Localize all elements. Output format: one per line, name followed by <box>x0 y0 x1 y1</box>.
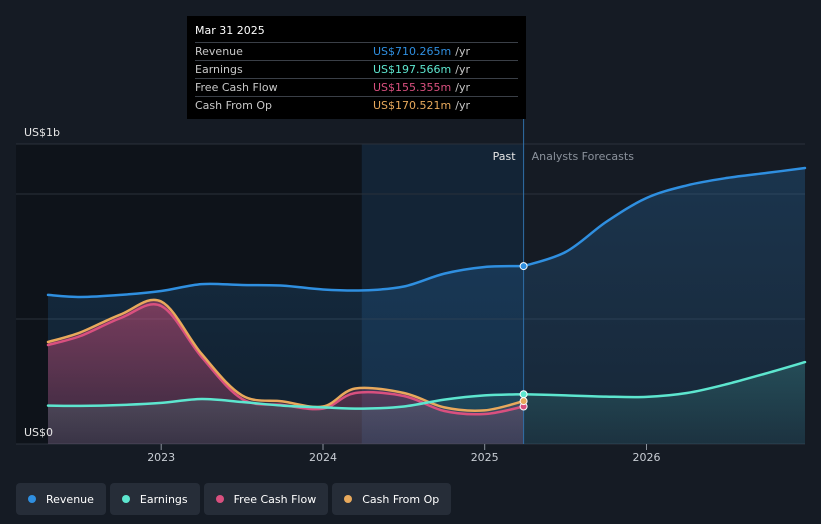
tooltip-row-value: US$710.265m <box>373 45 452 58</box>
legend-label: Earnings <box>139 492 188 506</box>
legend-dot-icon <box>344 495 353 503</box>
tooltip-date: Mar 31 2025 <box>195 24 265 37</box>
y-axis-top-label: US$1b <box>24 126 60 139</box>
data-tooltip: Mar 31 2025 Revenue US$710.265m/yr Earning… <box>187 16 526 119</box>
legend: Revenue Earnings Free Cash Flow Cash From O… <box>16 483 452 515</box>
revenue-area <box>48 168 805 444</box>
tooltip-row-value: US$197.566m <box>373 63 452 76</box>
x-tick-label: 2025 <box>471 451 499 464</box>
legend-item-earnings[interactable]: Earnings <box>109 483 200 515</box>
tooltip-row-label: Earnings <box>195 63 243 76</box>
forecast-label: Analysts Forecasts <box>532 150 635 163</box>
legend-label: Cash From Op <box>362 492 440 506</box>
tooltip-row: Cash From Op US$170.521m/yr <box>195 96 518 114</box>
tooltip-row-unit: /yr <box>455 81 470 94</box>
earnings-line <box>46 392 525 410</box>
legend-dot-icon <box>28 495 36 503</box>
revenue-forecast-line <box>522 166 807 268</box>
y-axis-bottom-label: US$0 <box>24 426 53 439</box>
legend-item-revenue[interactable]: Revenue <box>16 483 106 515</box>
tooltip-row: Revenue US$710.265m/yr <box>195 42 518 60</box>
earnings-marker <box>519 390 528 399</box>
past-label: Past <box>493 150 517 163</box>
tooltip-row: Earnings US$197.566m/yr <box>195 60 518 78</box>
legend-dot-icon <box>121 495 130 503</box>
tooltip-row-value: US$155.355m <box>373 81 452 94</box>
tooltip-row-unit: /yr <box>455 63 470 76</box>
tooltip-row: Free Cash Flow US$155.355m/yr <box>195 78 518 96</box>
earnings-forecast-line <box>522 360 807 399</box>
x-tick-label: 2024 <box>309 451 337 464</box>
legend-dot-icon <box>215 495 224 503</box>
tooltip-row-label: Revenue <box>195 45 243 58</box>
tooltip-row-label: Cash From Op <box>195 99 273 112</box>
tooltip-row-unit: /yr <box>455 45 470 58</box>
tooltip-row-label: Free Cash Flow <box>195 81 278 94</box>
cash-from-op-marker <box>519 397 528 406</box>
revenue-line <box>46 264 525 299</box>
legend-label: Revenue <box>46 492 94 506</box>
x-tick-label: 2023 <box>147 451 175 464</box>
x-tick-label: 2026 <box>633 451 661 464</box>
revenue-marker <box>519 262 528 271</box>
legend-item-cash-from-op[interactable]: Cash From Op <box>332 483 452 515</box>
cash-from-op-line <box>46 298 525 413</box>
tooltip-row-value: US$170.521m <box>373 99 452 112</box>
tooltip-row-unit: /yr <box>455 99 470 112</box>
legend-label: Free Cash Flow <box>233 492 317 506</box>
legend-item-free-cash-flow[interactable]: Free Cash Flow <box>203 483 329 515</box>
